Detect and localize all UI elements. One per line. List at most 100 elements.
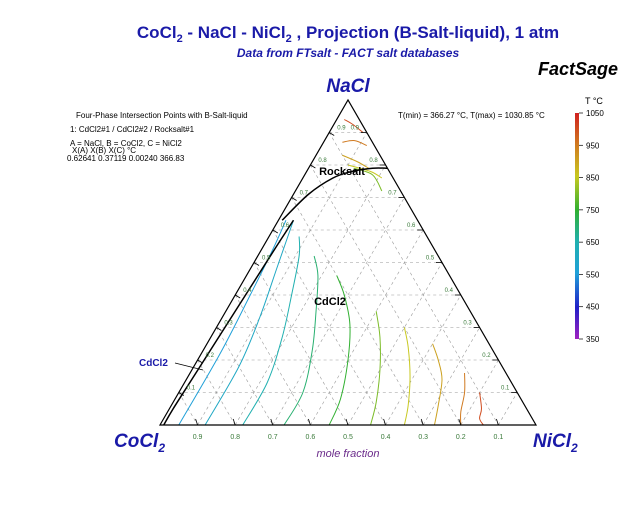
left-tick-label: 0.7 bbox=[300, 191, 309, 197]
bottom-tick bbox=[195, 418, 198, 426]
right-tick-label: 0.2 bbox=[482, 353, 491, 359]
isotherm-650 bbox=[242, 236, 301, 426]
grid-line-cocl2 bbox=[291, 197, 424, 426]
isotherm-700 bbox=[283, 255, 319, 426]
bottom-tick-label: 0.2 bbox=[456, 434, 466, 441]
factsage-logo: FactSage bbox=[538, 59, 618, 79]
corner-label-left: CoCl2 bbox=[114, 431, 165, 455]
isotherm-curves bbox=[178, 119, 484, 426]
grid-line-nicl2 bbox=[197, 132, 368, 426]
bottom-axis-label: mole fraction bbox=[317, 448, 380, 460]
bottom-tick-label: 0.5 bbox=[343, 434, 353, 441]
boundary-cdcl2-cdcl2 bbox=[163, 219, 295, 426]
info-box-values: 0.62641 0.37119 0.00240 366.83 bbox=[67, 154, 185, 163]
left-tick-label: 0.8 bbox=[318, 158, 327, 164]
left-tick bbox=[272, 229, 279, 234]
phase-boundaries bbox=[163, 167, 388, 426]
left-tick bbox=[197, 359, 203, 364]
boundary-rocksalt-cdcl2 bbox=[281, 167, 388, 221]
bottom-tick-label: 0.1 bbox=[494, 434, 504, 441]
colorbar-tick-label: 1050 bbox=[586, 109, 604, 118]
info-box-headers: X(A) X(B) X(C) °C bbox=[72, 146, 136, 155]
colorbar-tick-label: 350 bbox=[586, 335, 600, 344]
left-tick bbox=[178, 392, 185, 396]
left-tick-label: 0.3 bbox=[224, 321, 233, 327]
left-tick bbox=[253, 262, 260, 266]
colorbar bbox=[575, 113, 579, 339]
isotherm-550 bbox=[178, 220, 287, 426]
grid-line-nicl2 bbox=[272, 197, 405, 426]
tmin-tmax-text: T(min) = 366.27 °C, T(max) = 1030.85 °C bbox=[398, 111, 545, 120]
bottom-tick bbox=[345, 418, 349, 426]
grid-line-cocl2 bbox=[253, 262, 349, 426]
bottom-tick-label: 0.9 bbox=[193, 434, 203, 441]
isotherm-900 bbox=[432, 343, 443, 426]
colorbar-ticks: 1050 950 850 750 650 550 450 350 bbox=[579, 109, 604, 344]
grid-line-nicl2 bbox=[385, 294, 462, 426]
isotherm-1000 bbox=[479, 392, 484, 426]
ternary-grid bbox=[178, 132, 518, 426]
left-tick-label: 0.9 bbox=[337, 126, 346, 132]
corner-label-right: NiCl2 bbox=[533, 431, 578, 455]
right-tick-label: 0.1 bbox=[501, 386, 510, 392]
left-tick-label: 0.2 bbox=[206, 353, 215, 359]
colorbar-tick-label: 450 bbox=[586, 303, 600, 312]
colorbar-tick-label: 750 bbox=[586, 206, 600, 215]
bottom-tick-label: 0.3 bbox=[418, 434, 428, 441]
colorbar-tick-label: 550 bbox=[586, 270, 600, 279]
left-tick bbox=[291, 197, 297, 201]
colorbar-tick-label: 950 bbox=[586, 141, 600, 150]
isotherm-750 bbox=[328, 275, 351, 426]
left-tick bbox=[216, 327, 222, 331]
grid-line-nicl2 bbox=[498, 392, 518, 426]
axis-ticks: 0.9 0.8 0.7 0.6 0.5 0.4 0.3 0.2 0.1 0.1 0.2 0.3 0.4 0… bbox=[178, 126, 518, 441]
region-label-cdcl2: CdCl2 bbox=[314, 296, 346, 308]
right-tick-label: 0.3 bbox=[463, 321, 472, 327]
grid-line-cocl2 bbox=[216, 327, 274, 426]
grid-line-nicl2 bbox=[347, 262, 443, 426]
grid-line-cocl2 bbox=[272, 229, 386, 426]
right-tick-label: 0.6 bbox=[407, 223, 416, 229]
info-box-line1: 1: CdCl2#1 / CdCl2#2 / Rocksalt#1 bbox=[70, 125, 195, 134]
grid-line-cocl2 bbox=[234, 294, 311, 426]
isotherm-850 bbox=[403, 327, 411, 426]
isotherm-950 bbox=[460, 372, 466, 426]
corner-label-top: NaCl bbox=[326, 76, 370, 97]
grid-line-nicl2 bbox=[422, 327, 480, 426]
bottom-tick-label: 0.4 bbox=[381, 434, 391, 441]
isotherm-800 bbox=[370, 311, 381, 426]
isotherm-1000 bbox=[343, 119, 364, 133]
left-tick-label: 0.5 bbox=[262, 256, 271, 262]
bottom-tick-label: 0.7 bbox=[268, 434, 278, 441]
bottom-tick-label: 0.8 bbox=[230, 434, 240, 441]
bottom-tick bbox=[420, 418, 424, 426]
chart-title: CoCl2 - NaCl - NiCl2 , Projection (B-Sal… bbox=[137, 23, 559, 45]
right-tick-label: 0.8 bbox=[369, 158, 378, 164]
grid-line-cocl2 bbox=[328, 132, 499, 426]
chart-subtitle: Data from FTsalt - FACT salt databases bbox=[237, 46, 460, 60]
isotherm-900 bbox=[342, 154, 369, 169]
left-tick bbox=[234, 294, 241, 299]
right-tick-label: 0.4 bbox=[445, 288, 454, 294]
ternary-triangle bbox=[158, 98, 538, 426]
bottom-tick bbox=[383, 418, 386, 426]
colorbar-tick-label: 850 bbox=[586, 174, 600, 183]
info-box-title: Four-Phase Intersection Points with B-Sa… bbox=[76, 111, 248, 120]
region-label-rocksalt: Rocksalt bbox=[319, 166, 365, 178]
right-tick-label: 0.7 bbox=[388, 191, 397, 197]
grid-line-cocl2 bbox=[197, 359, 236, 426]
isotherm-600 bbox=[204, 220, 294, 426]
bottom-tick-label: 0.6 bbox=[306, 434, 316, 441]
isotherm-850 bbox=[347, 164, 383, 179]
left-tick-label: 0.6 bbox=[281, 223, 290, 229]
isotherm-800 bbox=[353, 167, 383, 192]
bottom-tick bbox=[232, 418, 236, 426]
cdcl2-side-pointer bbox=[174, 362, 204, 371]
bottom-tick bbox=[308, 418, 311, 426]
bottom-tick bbox=[458, 418, 462, 426]
left-tick-label: 0.1 bbox=[187, 386, 196, 392]
colorbar-tick-label: 650 bbox=[586, 238, 600, 247]
left-tick-label: 0.4 bbox=[243, 288, 252, 294]
